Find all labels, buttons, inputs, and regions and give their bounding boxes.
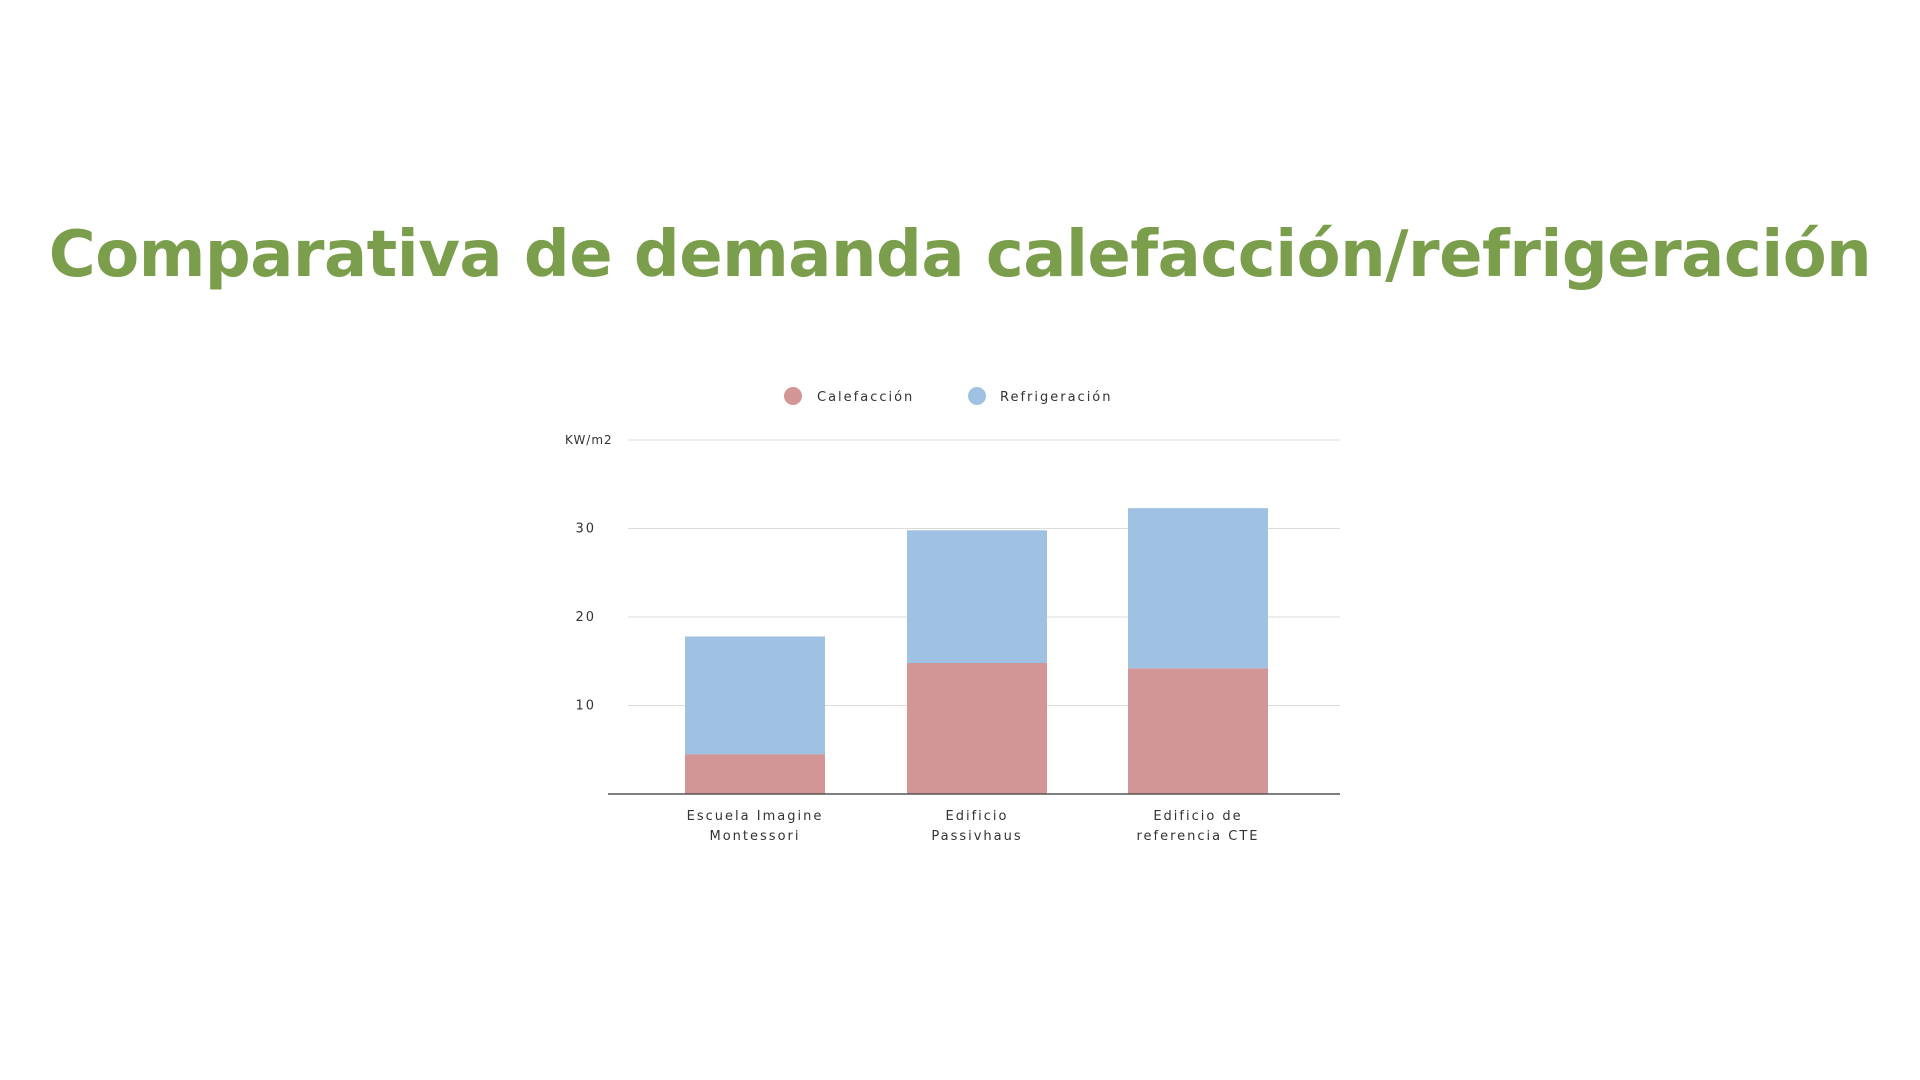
bar-segment-refrigeracion: [1128, 508, 1268, 669]
legend: Calefacción Refrigeración: [784, 387, 1113, 405]
y-tick-label: 30: [575, 522, 596, 537]
category-labels: Escuela Imagine Montessori Edificio Passivh…: [687, 809, 1259, 844]
y-tick-label: 10: [575, 699, 596, 714]
bar-segment-refrigeracion: [685, 636, 825, 755]
bars-layer: [685, 508, 1268, 794]
legend-swatch: [968, 387, 986, 405]
page-title: Comparativa de demanda calefacción/refri…: [48, 218, 1872, 292]
bar-segment-calefaccion: [1128, 668, 1268, 794]
bar-segment-calefaccion: [685, 754, 825, 794]
y-tick-label: 20: [575, 610, 596, 625]
bar-segment-calefaccion: [907, 663, 1047, 794]
x-category-label: Escuela Imagine Montessori: [687, 809, 824, 844]
axis-layer: 10 20 30 KW/m2: [565, 433, 1340, 795]
legend-label: Refrigeración: [1000, 390, 1113, 405]
y-axis-label: KW/m2: [565, 433, 613, 447]
bar-segment-refrigeracion: [907, 530, 1047, 664]
legend-label: Calefacción: [817, 390, 914, 405]
legend-swatch: [784, 387, 802, 405]
x-category-label: Edificio de referencia CTE: [1136, 809, 1259, 844]
x-category-label: Edificio Passivhaus: [931, 809, 1022, 844]
